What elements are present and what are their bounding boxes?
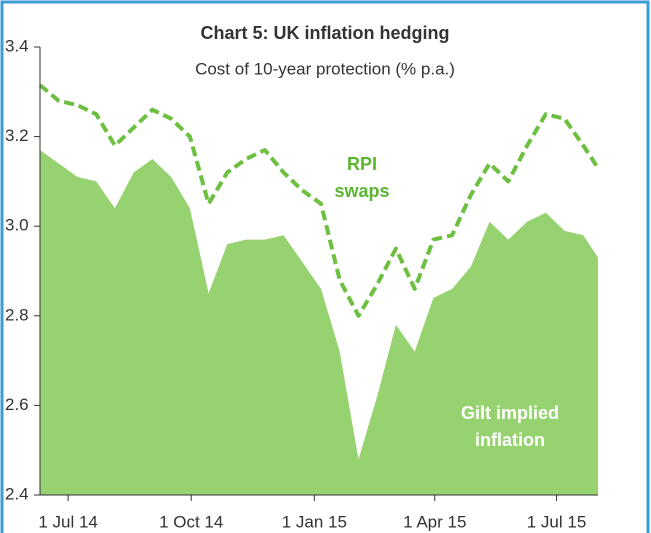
y-tick-label: 3.4 xyxy=(5,36,29,55)
x-tick-label: 1 Jul 14 xyxy=(38,512,98,531)
x-tick-label: 1 Jul 15 xyxy=(527,512,587,531)
y-tick-label: 3.2 xyxy=(5,126,29,145)
x-tick-label: 1 Jan 15 xyxy=(282,512,347,531)
annotation: RPI xyxy=(347,154,377,174)
annotation: swaps xyxy=(334,181,389,201)
y-tick-label: 2.4 xyxy=(5,484,29,503)
x-tick-label: 1 Oct 14 xyxy=(159,512,223,531)
annotation: Gilt implied xyxy=(461,403,559,423)
chart-subtitle: Cost of 10-year protection (% p.a.) xyxy=(195,59,455,78)
y-tick-label: 2.6 xyxy=(5,395,29,414)
x-tick-label: 1 Apr 15 xyxy=(403,512,466,531)
y-tick-label: 3.0 xyxy=(5,216,29,235)
annotation: inflation xyxy=(475,430,545,450)
area xyxy=(40,150,598,495)
y-tick-label: 2.8 xyxy=(5,305,29,324)
chart-title: Chart 5: UK inflation hedging xyxy=(201,23,450,43)
line xyxy=(38,83,600,318)
